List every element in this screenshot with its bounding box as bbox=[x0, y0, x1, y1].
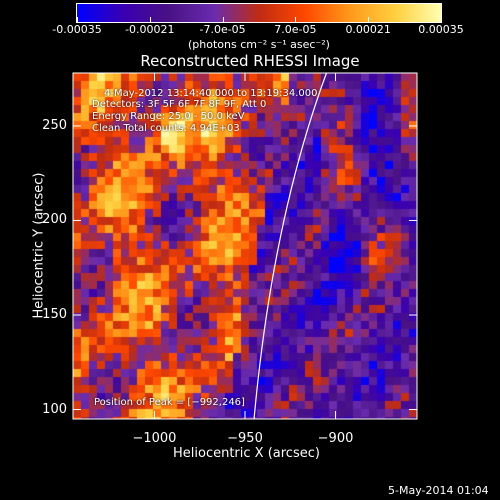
x-tick-label: −1000 bbox=[132, 431, 177, 446]
x-tick-label: −950 bbox=[227, 431, 263, 446]
colorbar-tick-mark bbox=[149, 17, 151, 23]
colorbar-tick-mark bbox=[222, 17, 224, 23]
colorbar-tick-mark bbox=[77, 17, 78, 23]
peak-position-label: Position of Peak = [−992,246] bbox=[94, 397, 245, 408]
colorbar-tick-label: -0.00035 bbox=[52, 23, 102, 36]
colorbar bbox=[76, 3, 442, 23]
footer-date: 5-May-2014 01:04 bbox=[388, 484, 489, 497]
colorbar-tick-mark bbox=[295, 17, 297, 23]
solar-limb-curve bbox=[253, 72, 328, 420]
colorbar-units: (photons cm⁻² s⁻¹ asec⁻²) bbox=[188, 38, 330, 51]
y-tick-label: 200 bbox=[42, 212, 67, 228]
colorbar-tick-label: 7.0e-05 bbox=[274, 23, 317, 36]
colorbar-tick-label: 0.00021 bbox=[345, 23, 391, 36]
y-axis-label: Heliocentric Y (arcsec) bbox=[31, 172, 47, 319]
time-range-label: 4-May-2012 13:14:40.000 to 13:19:34.000 bbox=[104, 88, 318, 99]
colorbar-tick-mark bbox=[368, 17, 370, 23]
chart-title: Reconstructed RHESSI Image bbox=[140, 52, 360, 70]
y-tick-label: 250 bbox=[42, 117, 67, 133]
energy-range-label: Energy Range: 25.0 - 50.0 keV bbox=[92, 111, 245, 122]
detectors-label: Detectors: 3F 5F 6F 7F 8F 9F, Att 0 bbox=[92, 99, 267, 110]
y-tick-label: 100 bbox=[42, 401, 67, 417]
x-axis-label: Heliocentric X (arcsec) bbox=[173, 446, 320, 461]
clean-counts-label: Clean Total counts: 4.94E+03 bbox=[92, 123, 240, 134]
colorbar-tick-label: -0.00021 bbox=[125, 23, 175, 36]
y-tick-label: 150 bbox=[42, 307, 67, 322]
heatmap-image bbox=[73, 73, 417, 419]
colorbar-tick-label: 0.00035 bbox=[418, 23, 464, 36]
colorbar-tick-mark bbox=[441, 17, 442, 23]
colorbar-tick-label: -7.0e-05 bbox=[199, 23, 246, 36]
x-tick-label: −900 bbox=[317, 431, 354, 446]
